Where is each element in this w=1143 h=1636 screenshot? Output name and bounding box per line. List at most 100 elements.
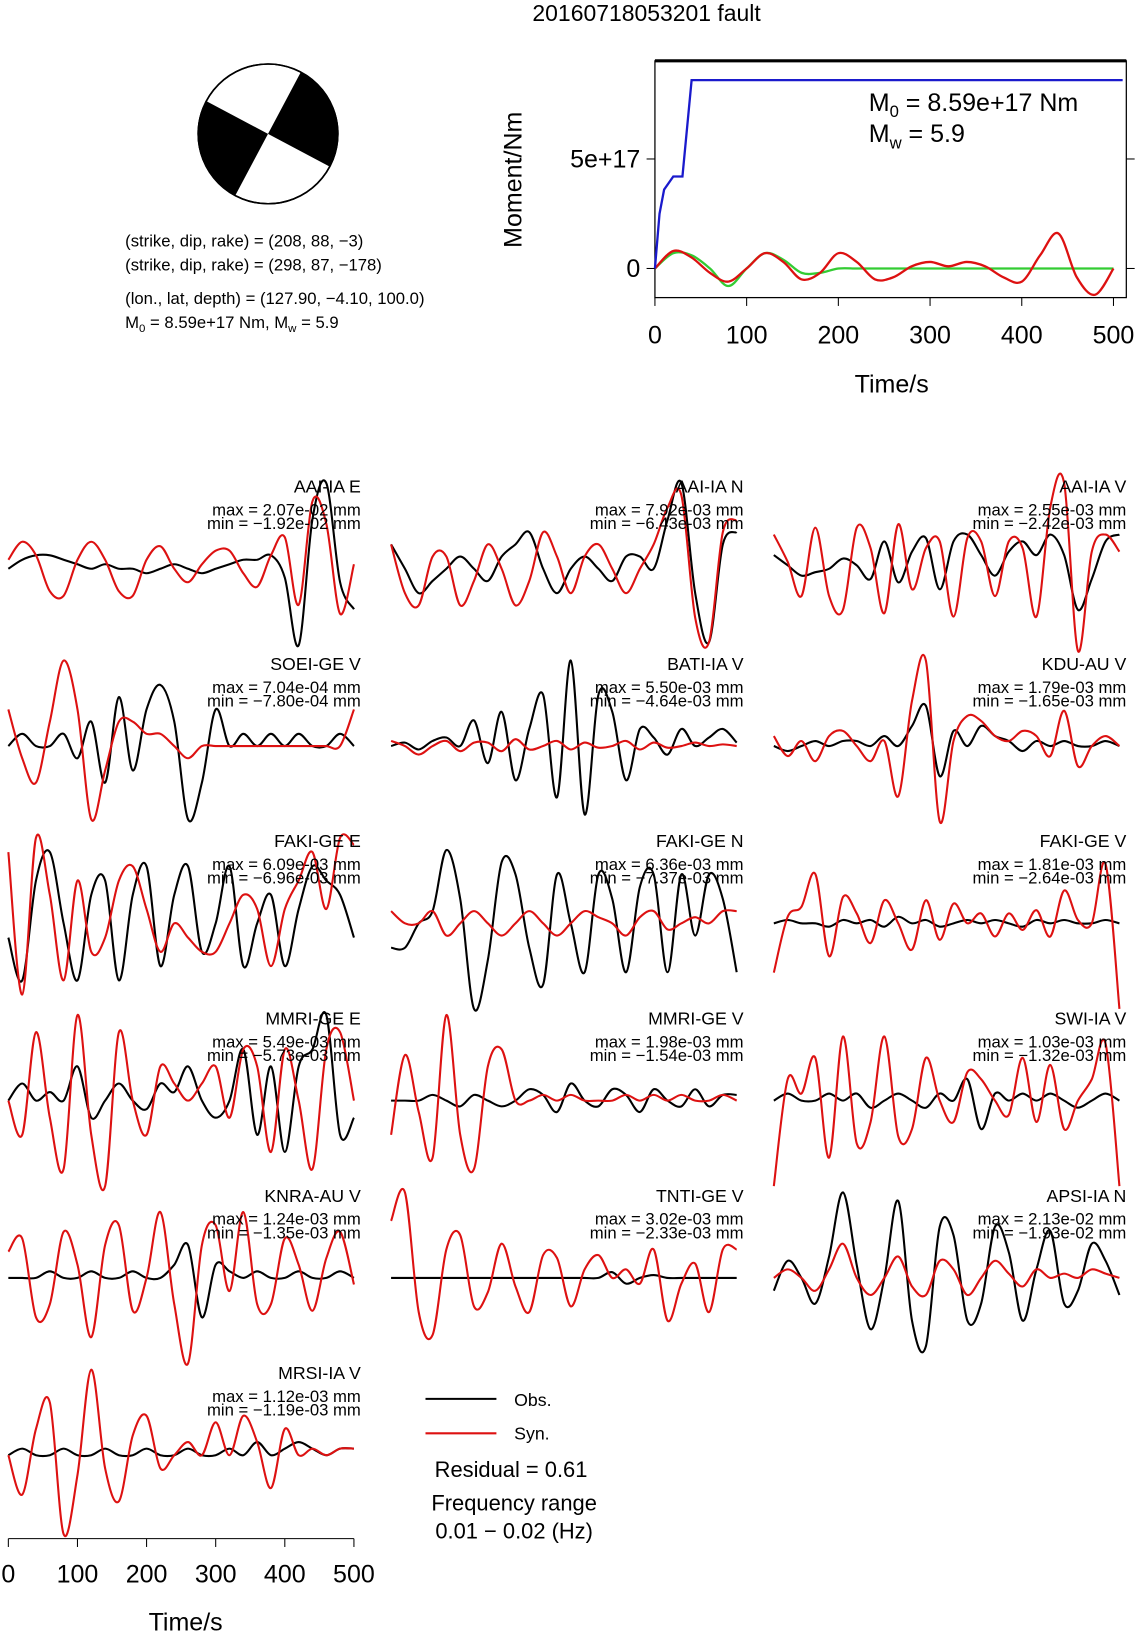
min-label: min = −2.33e-03 mm (590, 1223, 744, 1242)
synthetic-trace (390, 1014, 738, 1174)
synthetic-trace (773, 1242, 1120, 1298)
text: M (125, 313, 139, 332)
min-label: min = −5.73e-03 mm (207, 1046, 361, 1065)
x-tick-label: 500 (1093, 321, 1135, 349)
min-label: min = −2.64e-03 mm (972, 869, 1126, 888)
moment-line (654, 231, 1115, 297)
min-label: min = −2.42e-03 mm (972, 514, 1126, 533)
observed-trace (7, 1441, 354, 1458)
station-label: APSI-IA N (1047, 1186, 1127, 1206)
text: M (869, 120, 890, 148)
observed-trace (7, 849, 355, 983)
focal-line: (strike, dip, rake) = (298, 87, −178) (125, 255, 382, 274)
focal-line: (lon., lat, depth) = (127.90, −4.10, 100… (125, 289, 424, 308)
station-label: AAI-IA N (676, 477, 744, 497)
figure-title: 20160718053201 fault (532, 0, 761, 26)
x-tick-label: 300 (909, 321, 951, 349)
y-tick-label: 0 (626, 255, 640, 283)
min-label: min = −1.65e-03 mm (972, 691, 1126, 710)
x-tick-label: 100 (57, 1560, 99, 1588)
min-label: min = −4.64e-03 mm (590, 691, 744, 710)
x-tick-label: 200 (126, 1560, 168, 1588)
min-label: min = −1.32e-03 mm (972, 1046, 1126, 1065)
min-label: min = −1.92e-02 mm (207, 514, 361, 533)
station-label: SWI-IA V (1054, 1008, 1126, 1028)
x-tick-label: 100 (726, 321, 768, 349)
synthetic-trace (390, 487, 738, 649)
synthetic-trace (7, 659, 355, 822)
station-label: MMRI-GE V (648, 1008, 744, 1028)
min-label: min = −1.19e-03 mm (207, 1401, 361, 1420)
synthetic-trace (390, 1188, 738, 1341)
x-tick-label: 300 (195, 1560, 237, 1588)
max-label: max = 2.07e-02 mm (212, 501, 361, 520)
station-label: MMRI-GE E (265, 1008, 361, 1028)
min-label: min = −6.96e-03 mm (207, 869, 361, 888)
observed-trace (8, 1242, 355, 1319)
min-label: min = −1.93e-02 mm (972, 1223, 1126, 1242)
min-label: min = −1.35e-03 mm (207, 1223, 361, 1242)
synthetic-trace (7, 495, 355, 616)
synthetic-trace (7, 1368, 354, 1538)
station-label: FAKI-GE V (1040, 831, 1127, 851)
synthetic-trace (7, 833, 355, 996)
synthetic-trace (390, 738, 737, 756)
station-label: MRSI-IA V (278, 1363, 361, 1383)
max-label: max = 1.12e-03 mm (212, 1387, 361, 1406)
compressional-quadrant (268, 72, 338, 167)
beachball-border (197, 63, 339, 205)
station-label: KDU-AU V (1042, 654, 1127, 674)
moment-line (653, 78, 1123, 269)
observed-trace (773, 702, 1120, 778)
moment-line (654, 251, 1114, 288)
observed-trace (390, 848, 738, 1012)
magnitude-label: Mw = 5.9 (869, 120, 965, 152)
station-label: AAI-IA V (1059, 477, 1126, 497)
station-label: FAKI-GE N (656, 831, 744, 851)
text: = 5.9 (902, 120, 965, 148)
max-label: max = 3.02e-03 mm (595, 1210, 744, 1229)
max-label: max = 6.09e-03 mm (212, 855, 361, 874)
station-label: TNTI-GE V (656, 1186, 744, 1206)
max-label: max = 5.50e-03 mm (595, 678, 744, 697)
text: = 8.59e+17 Nm (899, 89, 1078, 117)
moment-label: M0 = 8.59e+17 Nm (869, 89, 1079, 121)
max-label: max = 1.24e-03 mm (212, 1210, 361, 1229)
annotation: 0.01 − 0.02 (Hz) (435, 1519, 593, 1544)
x-tick-label: 0 (1, 1560, 15, 1588)
x-tick-label: 400 (264, 1560, 306, 1588)
x-axis-label: Time/s (149, 1608, 223, 1636)
max-label: max = 7.04e-04 mm (212, 678, 361, 697)
max-label: max = 1.98e-03 mm (595, 1032, 744, 1051)
observed-trace (390, 659, 738, 816)
subscript: 0 (139, 323, 145, 335)
max-label: max = 2.13e-02 mm (978, 1210, 1127, 1229)
x-tick-label: 200 (817, 321, 859, 349)
text: = 8.59e+17 Nm, M (145, 313, 288, 332)
annotation: Residual = 0.61 (435, 1457, 588, 1482)
max-label: max = 5.49e-03 mm (212, 1032, 361, 1051)
max-label: max = 1.03e-03 mm (978, 1032, 1127, 1051)
min-label: min = −7.80e-04 mm (207, 691, 361, 710)
observed-trace (7, 683, 355, 823)
observed-trace (7, 479, 355, 648)
min-label: min = −6.43e-03 mm (590, 514, 744, 533)
synthetic-trace (772, 861, 1121, 1009)
text: M (869, 89, 890, 117)
max-label: max = 1.81e-03 mm (978, 855, 1127, 874)
observed-trace (7, 1011, 355, 1153)
annotation: Frequency range (431, 1490, 596, 1515)
station-label: SOEI-GE V (270, 654, 361, 674)
subscript: w (287, 323, 297, 335)
focal-line: (strike, dip, rake) = (208, 88, −3) (125, 232, 363, 251)
synthetic-trace (772, 653, 1121, 825)
station-label: AAI-IA E (294, 477, 361, 497)
min-label: min = −7.37e-03 mm (590, 869, 744, 888)
station-label: BATI-IA V (667, 654, 744, 674)
subscript: 0 (890, 102, 899, 121)
y-tick-label: 5e+17 (570, 145, 640, 173)
station-label: FAKI-GE E (274, 831, 361, 851)
text: = 5.9 (296, 313, 338, 332)
